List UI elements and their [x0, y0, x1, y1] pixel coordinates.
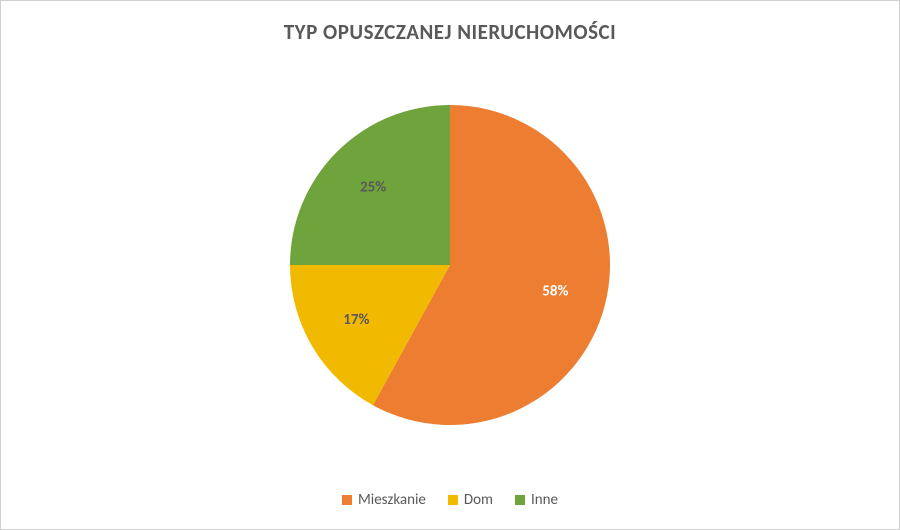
pie-chart-container: TYP OPUSZCZANEJ NIERUCHOMOŚCI 58%17%25% …: [0, 0, 900, 530]
legend-item: Inne: [515, 491, 558, 509]
legend-label: Mieszkanie: [358, 491, 426, 509]
chart-title: TYP OPUSZCZANEJ NIERUCHOMOŚCI: [1, 19, 899, 45]
slice-data-label: 58%: [542, 283, 568, 301]
pie-chart: 58% 17% 25%: [250, 65, 650, 465]
legend-swatch: [448, 495, 458, 505]
legend: Mieszkanie Dom Inne: [1, 491, 899, 509]
slice-data-label: 25%: [360, 179, 386, 197]
legend-label: Inne: [531, 491, 558, 509]
legend-item: Dom: [448, 491, 493, 509]
legend-label: Dom: [464, 491, 493, 509]
legend-item: Mieszkanie: [342, 491, 426, 509]
plot-area: 58% 17% 25%: [1, 61, 899, 469]
legend-swatch: [515, 495, 525, 505]
slice-data-label: 17%: [343, 311, 369, 329]
legend-swatch: [342, 495, 352, 505]
